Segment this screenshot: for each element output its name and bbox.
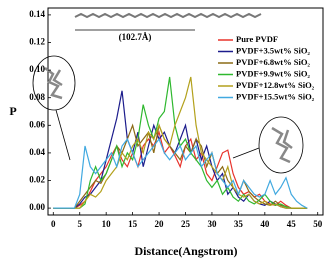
y-axis-label: P bbox=[9, 104, 16, 118]
series-line bbox=[53, 90, 308, 209]
x-axis-label: Distance(Angstrom) bbox=[134, 244, 237, 258]
molecule-coil bbox=[271, 126, 293, 164]
legend-label: PVDF+12.8wt% SiO₂ bbox=[236, 80, 315, 90]
series-line bbox=[53, 123, 308, 209]
molecule-coil bbox=[44, 67, 63, 100]
y-tick-label: 0.06 bbox=[29, 119, 45, 129]
molecule-chain bbox=[74, 12, 262, 19]
y-tick-label: 0.02 bbox=[29, 175, 45, 185]
legend-label: PVDF+6.8wt% SiO₂ bbox=[236, 57, 310, 67]
x-tick-label: 50 bbox=[313, 219, 323, 229]
inset-circle bbox=[32, 55, 76, 111]
annotation: (102.7Å) bbox=[119, 32, 152, 42]
inset-circle bbox=[258, 116, 304, 174]
x-tick-label: 0 bbox=[51, 219, 56, 229]
y-tick-label: 0.00 bbox=[29, 202, 45, 212]
legend-label: PVDF+15.5wt% SiO₂ bbox=[236, 91, 315, 101]
y-tick-label: 0.12 bbox=[29, 37, 45, 47]
legend-label: PVDF+9.9wt% SiO₂ bbox=[236, 68, 310, 78]
legend-label: Pure PVDF bbox=[236, 34, 278, 44]
series-line bbox=[53, 76, 308, 209]
y-tick-label: 0.14 bbox=[29, 9, 45, 19]
x-tick-label: 20 bbox=[155, 219, 165, 229]
x-tick-label: 25 bbox=[181, 219, 191, 229]
x-tick-label: 40 bbox=[260, 219, 270, 229]
x-tick-label: 15 bbox=[128, 219, 138, 229]
legend-label: PVDF+3.5wt% SiO₂ bbox=[236, 45, 310, 55]
series-line bbox=[53, 137, 308, 209]
y-tick-label: 0.08 bbox=[29, 92, 45, 102]
arrow bbox=[232, 147, 260, 159]
x-tick-label: 10 bbox=[102, 219, 112, 229]
x-tick-label: 30 bbox=[207, 219, 217, 229]
arrow bbox=[55, 109, 71, 161]
y-tick-label: 0.04 bbox=[29, 147, 45, 157]
y-tick-label: 0.10 bbox=[29, 64, 45, 74]
x-tick-label: 5 bbox=[77, 219, 82, 229]
x-tick-label: 35 bbox=[234, 219, 244, 229]
x-tick-label: 45 bbox=[287, 219, 297, 229]
